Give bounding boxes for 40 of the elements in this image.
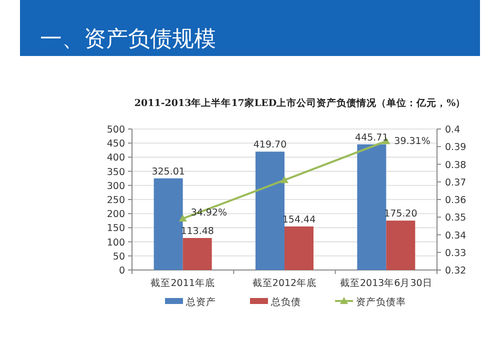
x-tick-label: 截至2012年底 [252,277,317,289]
y-tick-label: 250 [106,195,125,206]
y-tick-label: 500 [106,124,125,136]
data-label: 39.31% [394,136,430,148]
bar [154,178,183,270]
legend-label: 资产负债率 [356,296,406,308]
x-tick-label: 截至2011年底 [150,277,215,289]
y2-tick-label: 0.38 [445,160,466,171]
y2-tick-label: 0.32 [445,266,466,276]
y2-tick-label: 0.39 [445,142,466,154]
data-label: 325.01 [152,166,185,178]
bar [357,144,386,270]
y2-tick-label: 0.34 [445,230,466,242]
y2-tick-label: 0.33 [445,248,466,259]
bar [386,220,416,270]
y2-tick-label: 0.37 [445,177,466,188]
y-tick-label: 350 [106,166,125,178]
bar [284,226,314,270]
y-tick-label: 400 [106,152,125,164]
chart-subtitle: 2011-2013年上半年17家LED上市公司资产负债情况（单位：亿元，%） [134,97,466,109]
y2-tick-label: 0.36 [445,195,466,206]
y-tick-label: 200 [106,209,125,220]
data-label: 419.70 [253,140,287,151]
chart-title: 一、资产负债规模 [40,27,216,52]
y-tick-label: 150 [106,223,125,234]
y2-tick-label: 0.35 [445,212,466,224]
y2-tick-label: 0.4 [445,124,460,136]
point [280,176,288,184]
point [178,214,187,222]
bar [256,152,284,270]
y-tick-label: 0 [118,266,125,276]
bar [182,238,212,270]
data-label: 445.71 [355,132,388,144]
y-tick-label: 100 [106,237,125,248]
legend-label: 总资产 [185,296,216,308]
y-tick-label: 450 [106,138,125,150]
x-tick-label: 截至2013年6月30日 [340,277,432,289]
y-tick-label: 300 [106,180,125,192]
y-tick-label: 50 [112,251,125,262]
legend-label: 总负债 [270,296,301,308]
